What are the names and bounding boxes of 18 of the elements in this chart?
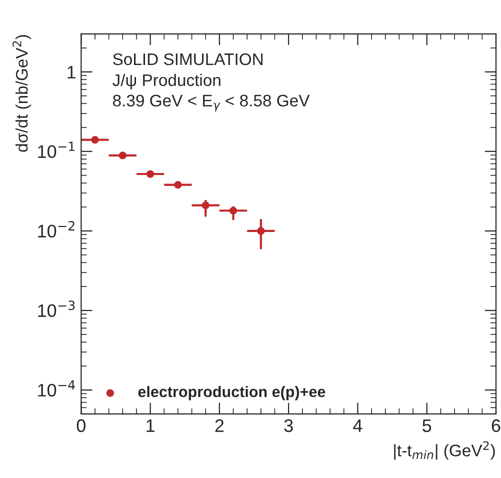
- annotation: SoLID SIMULATION: [113, 53, 262, 66]
- annotation: J/ψ Production: [112, 74, 220, 90]
- y-tick-label: 10$^{−4}$: [38, 380, 75, 397]
- annotation: 8.39 GeV < E$_{γ}$ < 8.58 GeV: [113, 94, 310, 112]
- x-tick-label: 1: [146, 419, 154, 432]
- x-tick-label: 6: [492, 419, 500, 432]
- x-tick-label: 3: [284, 419, 293, 432]
- x-tick-label: 0: [76, 419, 86, 432]
- y-axis-title: dσ/dt (nb/GeV$^{2}$): [12, 35, 32, 152]
- x-tick-label: 2: [215, 419, 224, 432]
- y-tick-label: 10$^{−3}$: [38, 300, 75, 318]
- legend-label: electroproduction e(p)+ee: [138, 386, 326, 400]
- y-tick-label: 10$^{−1}$: [38, 142, 74, 158]
- y-tick-label: 10$^{−2}$: [38, 221, 74, 238]
- x-tick-label: 5: [422, 419, 432, 432]
- y-tick-label: 1: [68, 66, 76, 78]
- x-tick-label: 4: [353, 419, 362, 432]
- x-axis-title: |t-t$_{min}$| (GeV$^{2}$): [394, 441, 495, 460]
